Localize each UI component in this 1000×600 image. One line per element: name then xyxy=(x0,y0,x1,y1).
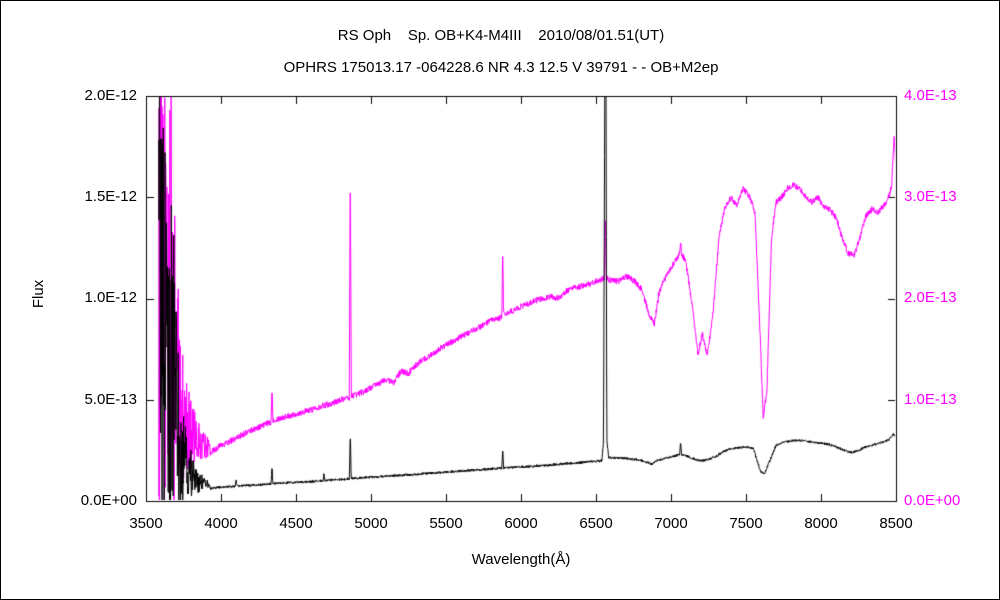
left-tick-label: 5.0E-13 xyxy=(84,391,137,408)
chart-title: RS Oph Sp. OB+K4-M4III 2010/08/01.51(UT) xyxy=(337,27,665,44)
x-tick-label: 4500 xyxy=(279,515,313,532)
x-tick-label: 7000 xyxy=(654,515,688,532)
x-tick-label: 8500 xyxy=(879,515,913,532)
x-tick-label: 7500 xyxy=(729,515,763,532)
left-axis-title: Flux xyxy=(30,279,47,309)
right-tick-label: 1.0E-13 xyxy=(904,391,957,408)
right-tick-label: 4.0E-13 xyxy=(904,87,957,104)
chart-subtitle: OPHRS 175013.17 -064228.6 NR 4.3 12.5 V … xyxy=(283,59,719,76)
right-tick-label: 0.0E+00 xyxy=(904,492,961,509)
right-tick-label: 2.0E-13 xyxy=(904,289,957,306)
x-tick-label: 6500 xyxy=(579,515,613,532)
x-axis-title: Wavelength(Å) xyxy=(471,551,571,568)
right-tick-label: 3.0E-13 xyxy=(904,188,957,205)
x-tick-label: 8000 xyxy=(804,515,838,532)
x-tick-label: 5500 xyxy=(429,515,463,532)
x-tick-label: 3500 xyxy=(129,515,163,532)
left-tick-label: 2.0E-12 xyxy=(84,87,137,104)
left-tick-label: 1.5E-12 xyxy=(84,188,137,205)
x-tick-label: 5000 xyxy=(354,515,388,532)
x-tick-label: 4000 xyxy=(204,515,238,532)
x-tick-label: 6000 xyxy=(504,515,538,532)
left-tick-label: 1.0E-12 xyxy=(84,289,137,306)
left-tick-label: 0.0E+00 xyxy=(80,492,137,509)
